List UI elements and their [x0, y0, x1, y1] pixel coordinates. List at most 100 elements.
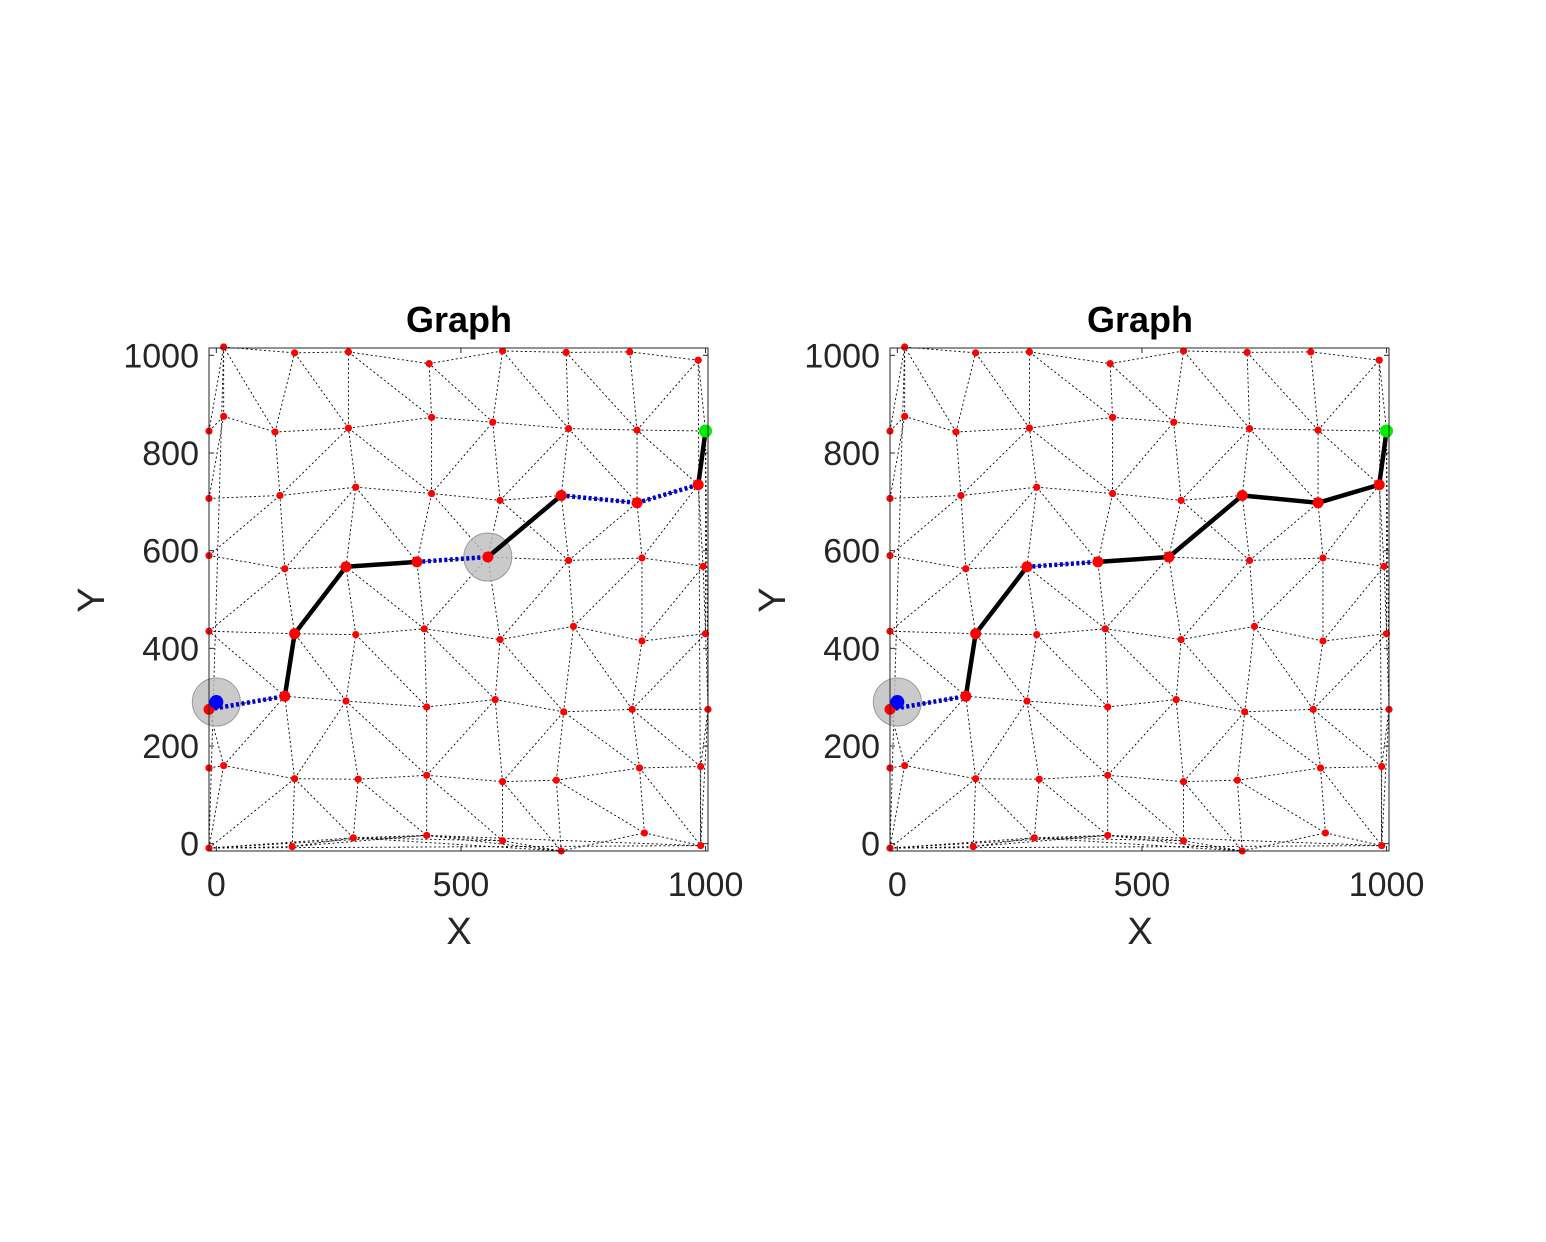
path-segment — [1239, 493, 1321, 506]
graph-edge — [1237, 779, 1326, 834]
path-layer — [208, 428, 708, 712]
graph-edge — [1173, 350, 1184, 423]
graph-edge — [1029, 427, 1113, 494]
graph-edge — [965, 566, 1027, 570]
graph-edge — [1107, 834, 1243, 852]
graph-node — [640, 829, 649, 837]
graph-edge — [1241, 428, 1251, 496]
graph-edge — [636, 359, 699, 431]
graph-node — [1033, 631, 1041, 639]
graph-edge — [345, 634, 357, 702]
y-tick-label: 200 — [823, 728, 880, 766]
graph-edge — [973, 834, 1108, 848]
graph-node — [427, 489, 436, 498]
graph-edge — [284, 486, 357, 570]
graph-edge — [208, 495, 281, 556]
graph-edge — [641, 557, 704, 567]
graph-node — [496, 496, 504, 504]
graph-edge — [556, 779, 645, 834]
graph-edge — [208, 695, 285, 710]
graph-edge — [631, 640, 643, 710]
graph-edge — [1175, 639, 1182, 700]
detour-segment — [889, 693, 967, 712]
graph-node — [1030, 834, 1038, 842]
graph-edge — [573, 626, 633, 710]
graph-node — [957, 491, 965, 500]
graph-edge — [1034, 834, 1108, 839]
graph-edge — [1386, 633, 1390, 710]
path-node — [482, 551, 494, 563]
graph-node — [697, 762, 705, 771]
graph-edge — [560, 428, 570, 496]
graph-edge — [1104, 628, 1177, 700]
graph-node — [1245, 556, 1254, 565]
graph-node — [423, 831, 431, 839]
graph-node — [1307, 348, 1315, 356]
path-node — [631, 497, 643, 509]
graph-edge — [208, 765, 225, 849]
graph-node — [1245, 424, 1254, 433]
graph-edge — [573, 625, 643, 642]
graph-edge — [889, 347, 906, 849]
y-axis-label: Y — [71, 587, 113, 612]
graph-edge — [355, 486, 432, 494]
graph-edge — [353, 837, 562, 852]
graph-edge — [1026, 566, 1106, 630]
graph-edge — [348, 351, 430, 365]
graph-edge — [431, 493, 501, 501]
graph-edge — [223, 765, 295, 780]
graph-node — [1106, 360, 1114, 368]
graph-edge — [1241, 495, 1251, 561]
graph-edge — [975, 633, 1028, 702]
graph-node — [1104, 771, 1112, 779]
graph-edge — [560, 495, 570, 561]
graph-node — [1319, 554, 1327, 562]
graph-edge — [972, 778, 977, 847]
graph-edge — [975, 351, 1030, 354]
graph-edge — [631, 709, 701, 767]
graph-node — [288, 843, 296, 851]
detour-segment — [561, 493, 638, 506]
graph-node — [220, 761, 228, 770]
graph-edge — [563, 626, 574, 712]
graph-edge — [1183, 781, 1243, 852]
graph-edge — [279, 486, 356, 496]
graph-edge — [1317, 359, 1380, 431]
graph-edge — [904, 695, 967, 766]
graph-node — [281, 565, 289, 573]
graph-edge — [1381, 709, 1390, 846]
graph-edge — [889, 834, 1108, 849]
graph-edge — [568, 428, 638, 504]
graph-edge — [556, 767, 640, 781]
y-tick-label: 600 — [823, 533, 880, 571]
graph-edge — [208, 630, 286, 697]
path-node — [1092, 556, 1104, 568]
graph-edge — [1104, 556, 1170, 630]
graph-edge — [1181, 495, 1243, 501]
graph-edge — [208, 495, 280, 499]
graph-edge — [1244, 711, 1321, 769]
y-tick-label: 1000 — [804, 337, 880, 375]
graph-node — [1321, 829, 1330, 837]
graph-edge — [1183, 350, 1248, 353]
graph-edge — [1038, 778, 1108, 836]
graph-edge — [428, 363, 433, 418]
path-node — [970, 628, 982, 640]
graph-node — [697, 842, 705, 850]
graph-edge — [1244, 708, 1314, 713]
x-tick-label: 0 — [207, 866, 226, 904]
graph-edge — [1107, 834, 1382, 847]
graph-node — [498, 347, 507, 355]
graph-edge — [568, 560, 574, 627]
graph-edge — [639, 766, 701, 769]
graph-edge — [889, 346, 906, 432]
y-tick-label: 800 — [823, 435, 880, 473]
graph-edge — [348, 416, 432, 429]
graph-edge — [1312, 709, 1321, 769]
graph-edge — [965, 696, 977, 779]
graph-edge — [424, 628, 501, 640]
x-axis-label: X — [446, 911, 471, 953]
graph-node — [491, 696, 499, 704]
detour-segment — [416, 554, 489, 565]
graph-node — [1108, 489, 1117, 498]
